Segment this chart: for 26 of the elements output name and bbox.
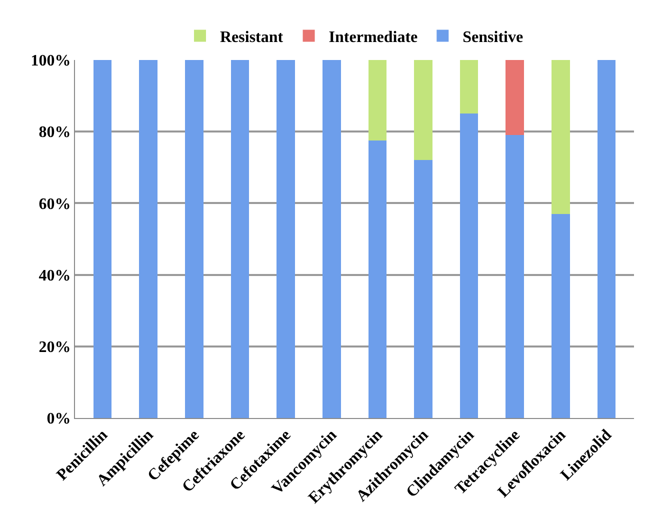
bar	[414, 60, 432, 160]
bar	[230, 60, 250, 418]
bar	[414, 160, 432, 418]
y-tick-label: 40%	[38, 267, 71, 284]
bar	[506, 135, 524, 418]
legend-label: Resistant	[220, 28, 284, 46]
bar	[552, 214, 570, 418]
bar	[368, 140, 387, 418]
legend-label: Intermediate	[328, 28, 418, 46]
bar	[597, 60, 616, 418]
y-tick-label: 20%	[38, 339, 71, 356]
y-tick-label: 80%	[38, 124, 71, 142]
bar	[322, 60, 341, 418]
bar	[368, 60, 387, 141]
bar	[139, 60, 158, 418]
bar	[276, 60, 295, 418]
bar	[506, 60, 524, 136]
y-tick-label: 60%	[38, 196, 71, 213]
bar	[184, 60, 204, 418]
y-tick-label: 100%	[30, 52, 71, 70]
bar	[93, 60, 112, 418]
bar	[460, 60, 478, 114]
legend-label: Sensitive	[462, 28, 524, 46]
bar	[552, 60, 570, 214]
bar	[460, 114, 478, 418]
y-tick-label: 0%	[46, 410, 71, 428]
